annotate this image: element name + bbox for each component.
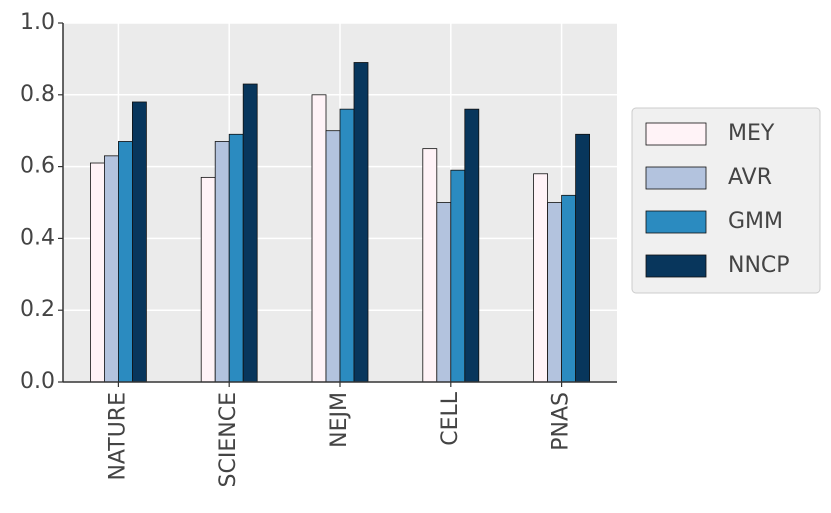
bar	[464, 108, 480, 383]
legend-label: AVR	[728, 165, 772, 190]
bar	[325, 130, 341, 383]
y-tick-label: 0.6	[20, 154, 55, 179]
x-tick-label: NATURE	[105, 392, 130, 481]
bar	[422, 148, 438, 383]
legend-swatch	[645, 210, 707, 234]
y-tick-label: 0.0	[20, 369, 55, 394]
y-tick-label: 1.0	[20, 10, 55, 35]
bar	[339, 108, 355, 383]
legend-swatch	[645, 254, 707, 278]
bar	[242, 83, 258, 383]
bar	[131, 101, 147, 383]
y-tick-label: 0.8	[20, 82, 55, 107]
bar	[436, 202, 452, 383]
bar	[200, 176, 216, 383]
bar	[214, 141, 230, 383]
bar	[90, 162, 105, 383]
x-tick-label: NEJM	[327, 392, 352, 448]
bar	[228, 133, 244, 383]
legend-label: GMM	[728, 209, 783, 234]
y-tick-label: 0.2	[20, 297, 55, 322]
bar	[104, 155, 119, 383]
bar	[353, 62, 369, 383]
bar	[118, 141, 133, 383]
bar	[575, 133, 590, 383]
bar	[311, 94, 327, 383]
bar	[561, 194, 576, 383]
bar	[450, 169, 466, 383]
bar	[533, 173, 548, 383]
y-tick-label: 0.4	[20, 225, 55, 250]
x-tick-label: CELL	[438, 391, 463, 446]
x-tick-label: PNAS	[549, 392, 574, 451]
x-tick-label: SCIENCE	[216, 392, 241, 487]
bar	[547, 202, 562, 383]
legend-label: NNCP	[728, 253, 790, 278]
legend-swatch	[645, 122, 707, 146]
legend-label: MEY	[728, 121, 775, 146]
legend-box	[631, 107, 821, 294]
legend-swatch	[645, 166, 707, 190]
